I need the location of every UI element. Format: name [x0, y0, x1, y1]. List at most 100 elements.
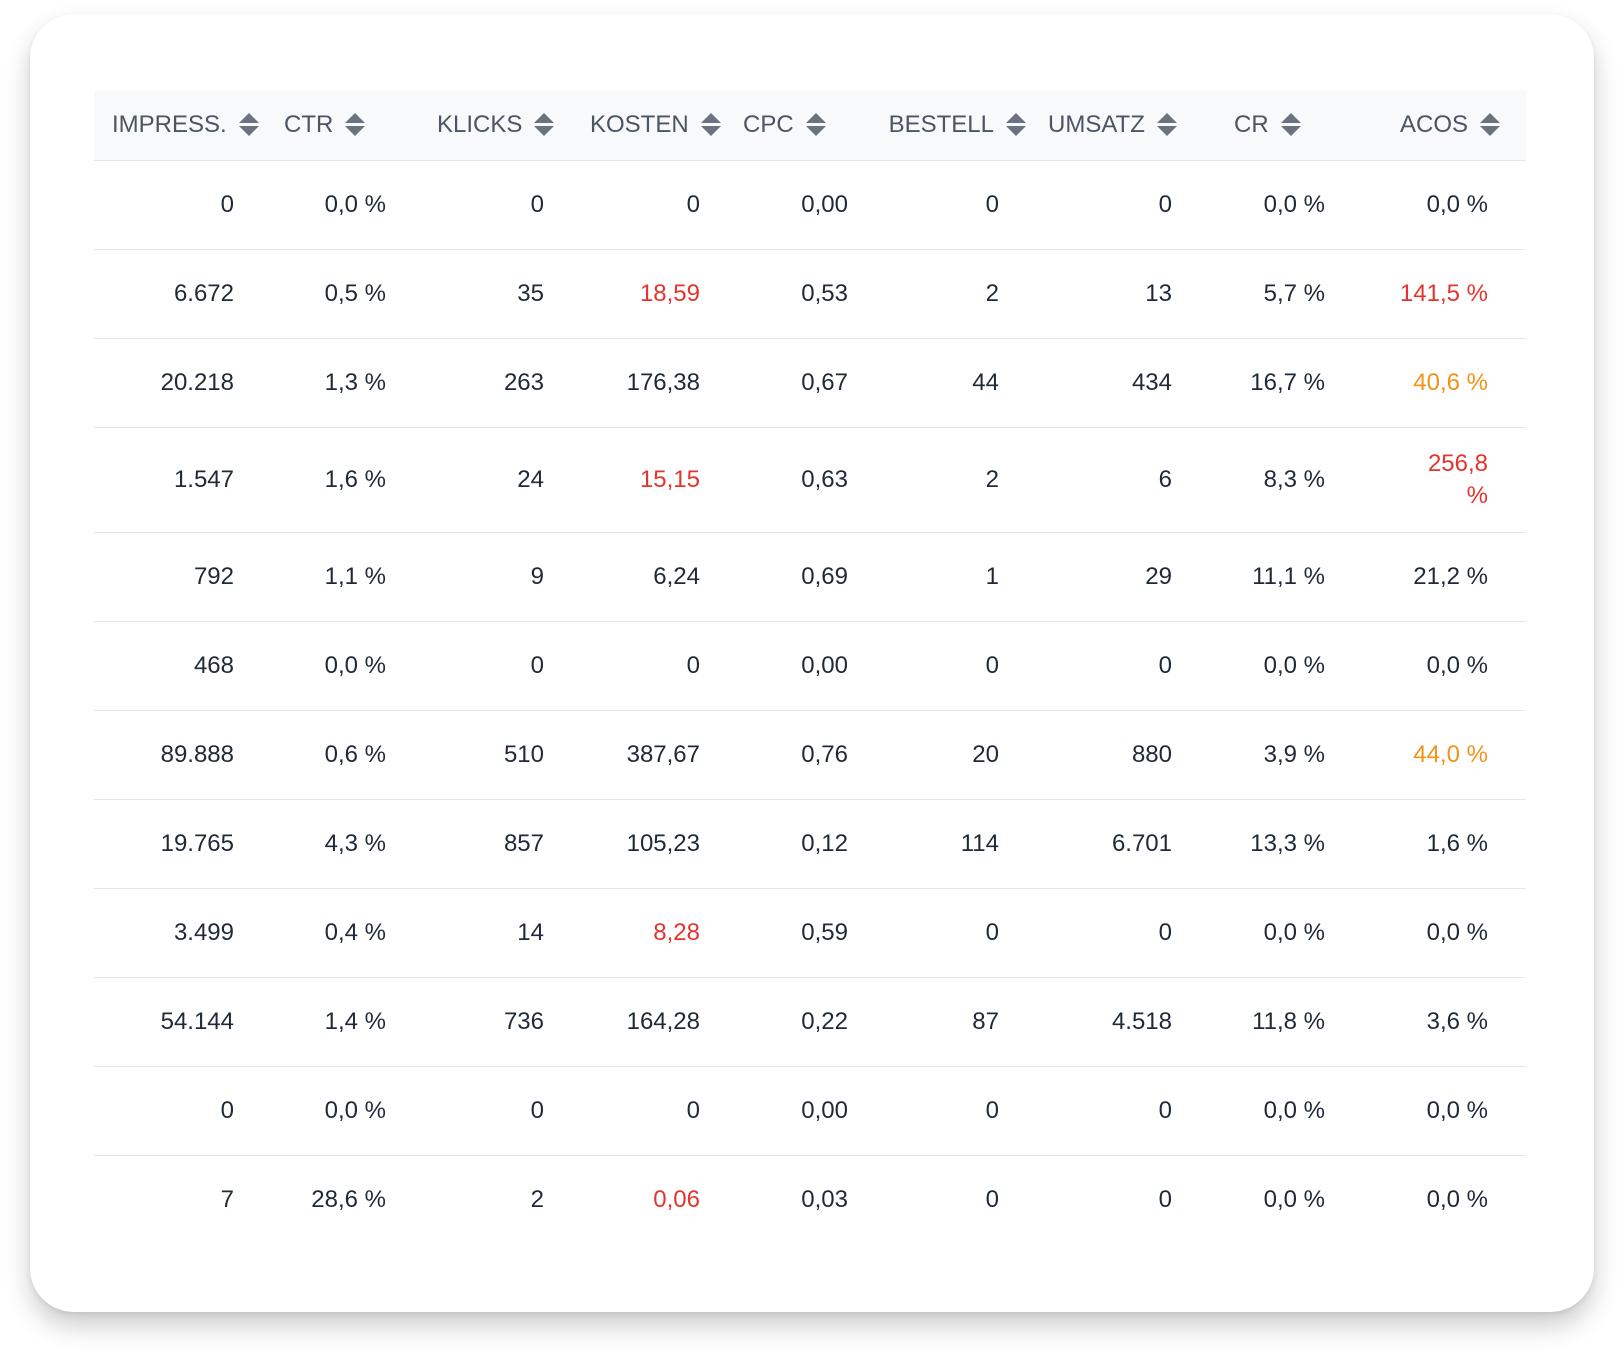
cell-kosten: 6,24	[580, 532, 738, 622]
table-card: IMPRESS. CTR KLICKS KOSTEN CPC BESTELL U…	[30, 14, 1594, 1312]
cell-cr: 0,0 %	[1214, 888, 1372, 978]
cell-ctr: 1,1 %	[264, 532, 422, 622]
cell-impressions: 1.547	[94, 427, 264, 533]
cell-klicks: 736	[422, 977, 580, 1067]
cell-acos: 0,0 %	[1372, 621, 1526, 711]
cell-impressions: 792	[94, 532, 264, 622]
sort-icon[interactable]	[238, 113, 259, 137]
cell-kosten: 0	[580, 1066, 738, 1156]
cell-cr: 0,0 %	[1214, 621, 1372, 711]
cell-cpc: 0,03	[801, 1185, 848, 1213]
table-row[interactable]: 54.144 1,4 % 736 164,28 0,22 87 4.518 11,8 % 3,6…	[94, 977, 1526, 1067]
cell-acos-text: 256,8 %	[1427, 449, 1488, 509]
cell-kosten: 176,38	[580, 338, 738, 428]
cell-umsatz: 6	[1036, 427, 1214, 533]
cell-kosten: 0	[580, 621, 738, 711]
cell-acos: 256,8 %	[1372, 427, 1526, 533]
cell-ctr: 28,6 %	[311, 1185, 386, 1213]
cell-klicks: 35	[422, 249, 580, 339]
cell-ctr: 0,4 %	[264, 888, 422, 978]
cell-cr: 3,9 %	[1214, 710, 1372, 800]
column-header-klicks[interactable]: KLICKS	[422, 90, 580, 161]
cell-kosten: 164,28	[580, 977, 738, 1067]
cell-impressions: 3.499	[94, 888, 264, 978]
cell-bestell: 2	[878, 427, 1036, 533]
column-header-cr[interactable]: CR	[1214, 90, 1372, 161]
cell-bestell: 0	[878, 160, 1036, 250]
cell-klicks: 857	[422, 799, 580, 889]
sort-icon[interactable]	[345, 113, 366, 137]
cell-kosten: 15,15	[580, 427, 738, 533]
cell-klicks: 0	[422, 160, 580, 250]
cell-umsatz: 0	[1036, 888, 1214, 978]
column-header-label: UMSATZ	[1048, 110, 1145, 138]
column-header-umsatz[interactable]: UMSATZ	[1036, 90, 1214, 161]
cell-impressions: 54.144	[94, 977, 264, 1067]
cell-kosten: 387,67	[580, 710, 738, 800]
cell-ctr: 0,0 %	[264, 160, 422, 250]
cell-klicks: 0	[422, 1066, 580, 1156]
table-row[interactable]: 468 0,0 % 0 0 0,00 0 0 0,0 % 0,0 %	[94, 621, 1526, 711]
cell-umsatz: 434	[1036, 338, 1214, 428]
cell-acos: 44,0 %	[1372, 710, 1526, 800]
cell-acos: 0,0 %	[1372, 1066, 1526, 1156]
cell-bestell: 0	[878, 621, 1036, 711]
cell-ctr: 1,3 %	[264, 338, 422, 428]
column-header-label: IMPRESS.	[112, 110, 227, 138]
table-row[interactable]: 0 0,0 % 0 0 0,00 0 0 0,0 % 0,0 %	[94, 1066, 1526, 1156]
column-header-impressions[interactable]: IMPRESS.	[94, 90, 264, 161]
cell-bestell: 0	[878, 888, 1036, 978]
cell-acos: 3,6 %	[1372, 977, 1526, 1067]
cell-bestell: 2	[878, 249, 1036, 339]
table-row[interactable]: 19.765 4,3 % 857 105,23 0,12 114 6.701 13,3 % 1,…	[94, 799, 1526, 889]
cell-umsatz: 29	[1036, 532, 1214, 622]
sort-icon[interactable]	[1280, 113, 1301, 137]
metrics-table: IMPRESS. CTR KLICKS KOSTEN CPC BESTELL U…	[94, 90, 1526, 1244]
cell-acos: 1,6 %	[1372, 799, 1526, 889]
cell-umsatz: 0	[1036, 160, 1214, 250]
column-header-cpc[interactable]: CPC	[738, 90, 878, 161]
column-header-label: KOSTEN	[590, 110, 689, 138]
cell-bestell: 1	[878, 532, 1036, 622]
sort-icon[interactable]	[1480, 113, 1500, 137]
sort-icon[interactable]	[1006, 113, 1026, 137]
table-header: IMPRESS. CTR KLICKS KOSTEN CPC BESTELL U…	[94, 90, 1526, 161]
table-row[interactable]: 3.499 0,4 % 14 8,28 0,59 0 0 0,0 % 0,0 %	[94, 888, 1526, 978]
cell-cpc: 0,22	[738, 977, 878, 1067]
table-row[interactable]: 0 0,0 % 0 0 0,00 0 0 0,0 % 0,0 %	[94, 160, 1526, 250]
column-header-bestell[interactable]: BESTELL	[878, 90, 1036, 161]
column-header-label: CR	[1234, 110, 1269, 138]
sort-icon[interactable]	[534, 113, 555, 137]
cell-bestell: 20	[878, 710, 1036, 800]
table-row[interactable]: 1.547 1,6 % 24 15,15 0,63 2 6 8,3 % 256,8 %	[94, 427, 1526, 533]
cell-ctr: 0,5 %	[264, 249, 422, 339]
column-header-kosten[interactable]: KOSTEN	[580, 90, 738, 161]
cell-klicks: 0	[422, 621, 580, 711]
cell-acos: 0,0 %	[1372, 160, 1526, 250]
table-row[interactable]: 6.672 0,5 % 35 18,59 0,53 2 13 5,7 % 141,5 %	[94, 249, 1526, 339]
cell-cpc: 0,53	[738, 249, 878, 339]
header-row: IMPRESS. CTR KLICKS KOSTEN CPC BESTELL U…	[94, 90, 1526, 161]
cell-umsatz: 6.701	[1036, 799, 1214, 889]
column-header-ctr[interactable]: CTR	[264, 90, 422, 161]
sort-icon[interactable]	[1156, 113, 1177, 137]
cell-impressions: 6.672	[94, 249, 264, 339]
table-row[interactable]: 7 28,6 % 2 0,06 0,03 0 0 0,0 % 0,0 %	[94, 1155, 1526, 1244]
column-header-acos[interactable]: ACOS	[1372, 90, 1526, 161]
cell-ctr: 0,0 %	[264, 621, 422, 711]
cell-impressions: 7	[220, 1185, 234, 1213]
cell-umsatz: 0	[1036, 621, 1214, 711]
cell-kosten: 105,23	[580, 799, 738, 889]
table-row[interactable]: 89.888 0,6 % 510 387,67 0,76 20 880 3,9 % 44,0 %	[94, 710, 1526, 800]
cell-cpc: 0,76	[738, 710, 878, 800]
cell-bestell: 44	[878, 338, 1036, 428]
column-header-label: ACOS	[1399, 110, 1468, 138]
cell-cr: 0,0 %	[1214, 160, 1372, 250]
sort-icon[interactable]	[805, 113, 826, 137]
table-row[interactable]: 20.218 1,3 % 263 176,38 0,67 44 434 16,7 % 40,6 …	[94, 338, 1526, 428]
cell-cr: 16,7 %	[1214, 338, 1372, 428]
sort-icon[interactable]	[700, 113, 721, 137]
table-row[interactable]: 792 1,1 % 9 6,24 0,69 1 29 11,1 % 21,2 %	[94, 532, 1526, 622]
cell-cr: 11,1 %	[1214, 532, 1372, 622]
cell-klicks: 2	[530, 1185, 544, 1213]
